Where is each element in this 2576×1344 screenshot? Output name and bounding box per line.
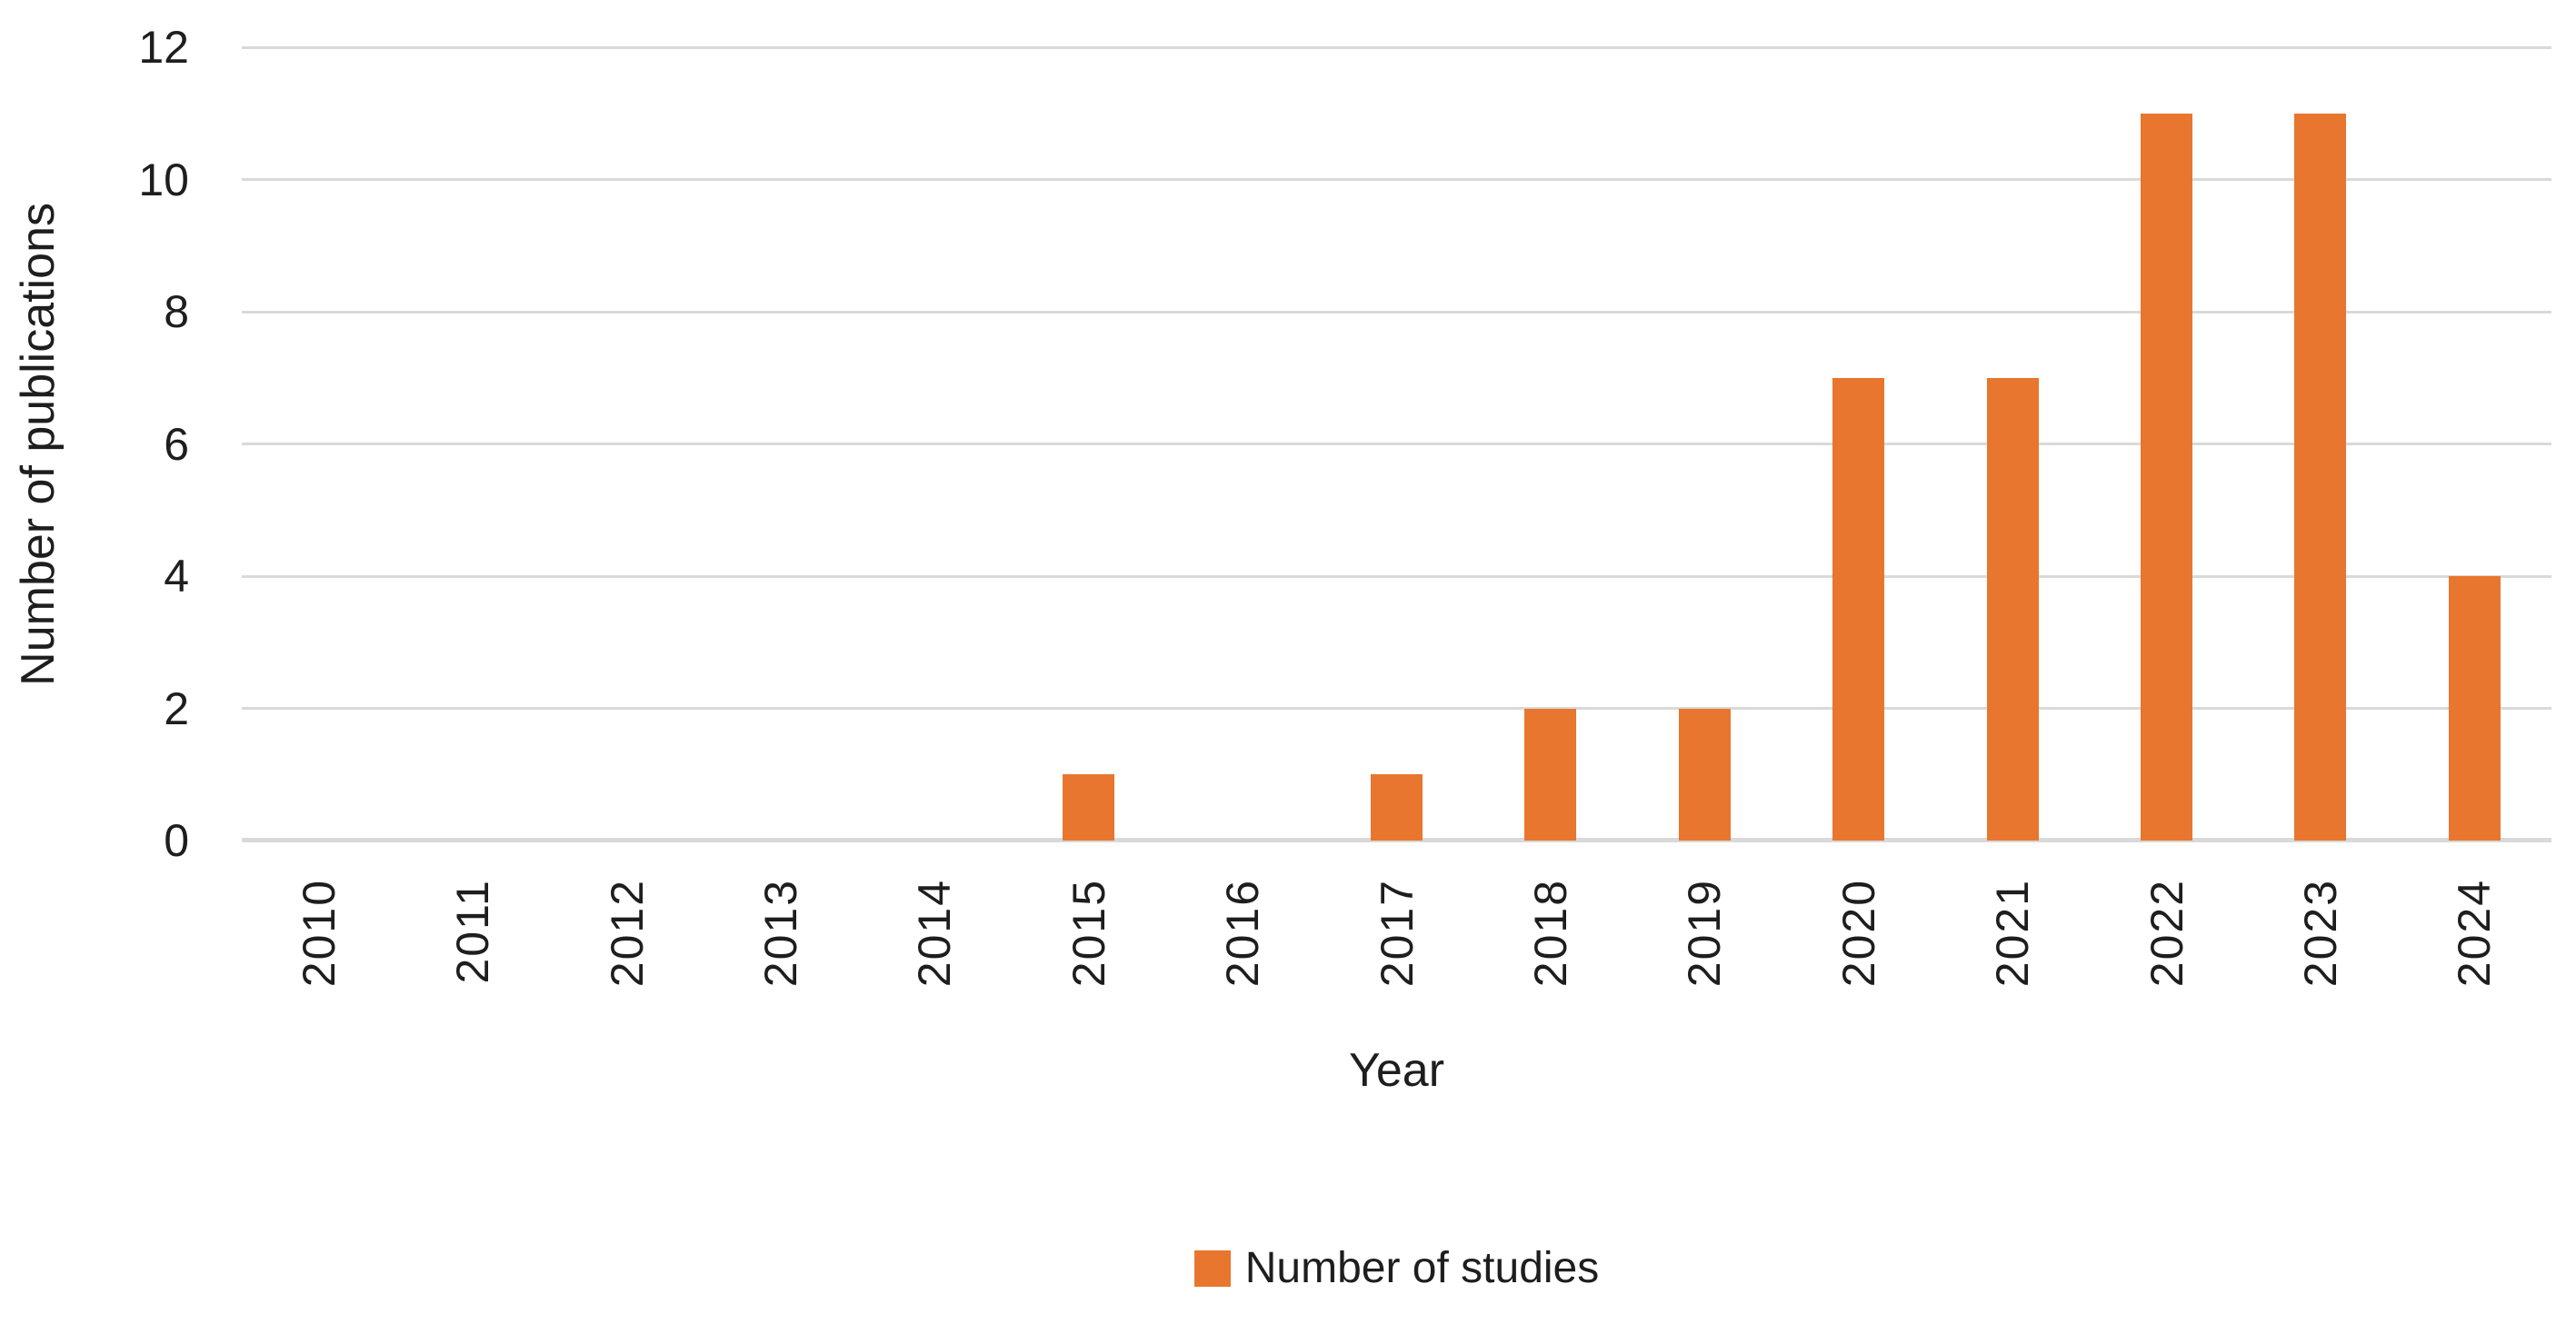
x-tick-label-text: 2021	[1987, 879, 2039, 988]
gridline	[242, 443, 2551, 445]
gridline	[242, 310, 2551, 314]
y-tick-label: 4	[164, 551, 189, 602]
gridline	[242, 178, 2551, 181]
y-tick-label: 10	[138, 154, 189, 205]
x-tick-label-text: 2019	[1679, 879, 1731, 988]
bar-2022	[2141, 113, 2192, 841]
x-tick-label-text: 2015	[1063, 879, 1114, 988]
y-axis-title-text: Number of publications	[12, 202, 65, 686]
bar-2024	[2448, 576, 2501, 841]
x-tick-label-2021: 2021	[1987, 879, 2039, 988]
x-tick-label-2015: 2015	[1063, 879, 1114, 988]
x-tick-label-2016: 2016	[1217, 879, 1269, 988]
x-tick-label-text: 2020	[1832, 879, 1884, 988]
gridline	[242, 45, 2551, 49]
gridline	[242, 574, 2551, 578]
bar-2021	[1986, 377, 2039, 841]
bar-2017	[1371, 774, 1423, 841]
x-tick-label-text: 2011	[447, 879, 499, 984]
x-tick-label-text: 2023	[2294, 879, 2346, 988]
bar-2019	[1678, 708, 1731, 841]
x-tick-label-2024: 2024	[2449, 879, 2501, 988]
x-tick-label-text: 2022	[2141, 879, 2192, 988]
x-tick-label-2019: 2019	[1679, 879, 1731, 988]
x-tick-label-2022: 2022	[2141, 879, 2192, 988]
x-tick-label-text: 2024	[2449, 879, 2501, 988]
y-tick-label: 8	[164, 286, 189, 337]
bar-2020	[1832, 377, 1885, 841]
x-tick-label-2011: 2011	[447, 879, 499, 984]
x-tick-label-text: 2012	[601, 879, 653, 988]
x-axis-title: Year	[1348, 1044, 1445, 1097]
x-tick-label-text: 2017	[1371, 879, 1423, 988]
x-tick-label-2014: 2014	[909, 879, 961, 988]
bar-2023	[2294, 113, 2347, 841]
x-tick-label-2018: 2018	[1524, 879, 1576, 988]
x-tick-label-text: 2014	[909, 879, 961, 988]
x-tick-label-text: 2016	[1217, 879, 1269, 988]
plot-area: 0 2 4 6 8 10 12 2010 2011 2012 2013 2014 2015 2016 201…	[138, 25, 2551, 987]
x-tick-label-2013: 2013	[754, 879, 806, 988]
x-tick-label-text: 2018	[1524, 879, 1576, 988]
y-tick-label: 12	[138, 22, 189, 73]
bar-2018	[1524, 708, 1577, 841]
x-tick-label-2020: 2020	[1832, 879, 1884, 988]
legend-swatch-icon	[1193, 1250, 1231, 1287]
legend: Number of studies	[242, 1247, 2551, 1290]
x-tick-label-2017: 2017	[1371, 879, 1423, 988]
x-tick-label-2023: 2023	[2294, 879, 2346, 988]
x-tick-label-text: 2010	[293, 879, 344, 988]
y-tick-label: 6	[164, 418, 189, 470]
bar-2015	[1063, 774, 1115, 841]
y-tick-label: 2	[164, 682, 189, 734]
x-tick-label-2010: 2010	[293, 879, 344, 988]
legend-label: Number of studies	[1244, 1244, 1600, 1292]
y-axis-title: Number of publications	[5, 47, 71, 841]
gridline	[242, 707, 2551, 710]
x-tick-label-text: 2013	[754, 879, 806, 988]
x-tick-label-2012: 2012	[601, 879, 653, 988]
y-tick-label: 0	[164, 815, 189, 866]
